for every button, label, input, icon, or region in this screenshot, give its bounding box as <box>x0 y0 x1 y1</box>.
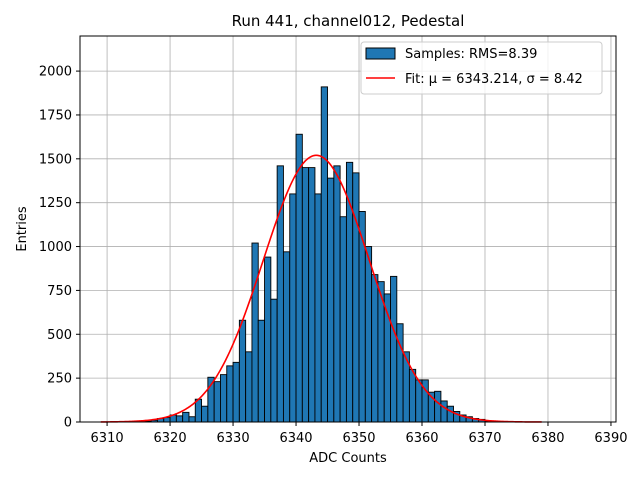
y-axis-ticks: 0 250 500 750 1000 1250 1500 1750 2000 <box>39 65 80 431</box>
y-tick-label: 750 <box>47 284 72 299</box>
y-tick-label: 1250 <box>39 196 72 211</box>
histogram-bar <box>440 400 448 423</box>
histogram-bar <box>194 398 203 423</box>
x-tick-label: 6390 <box>594 431 627 446</box>
histogram-bars <box>144 86 492 423</box>
histogram-bar <box>314 193 322 423</box>
legend-swatch-histogram <box>365 47 396 60</box>
x-tick-label: 6360 <box>405 431 438 446</box>
x-tick-label: 6380 <box>531 431 564 446</box>
legend: Samples: RMS=8.39 Fit: μ = 6343.214, σ =… <box>360 41 603 95</box>
histogram-bar <box>333 165 341 423</box>
gaussian-fit-curve <box>100 154 542 423</box>
x-tick-label: 6310 <box>91 431 124 446</box>
histogram-bar <box>213 381 221 423</box>
histogram-bar <box>238 319 247 423</box>
histogram-bar <box>446 405 454 423</box>
y-tick-label: 250 <box>47 372 72 387</box>
histogram-bar <box>352 172 360 423</box>
histogram-bar <box>295 133 303 423</box>
x-tick-label: 6320 <box>154 431 187 446</box>
histogram-bar <box>232 361 240 423</box>
histogram-bar <box>371 274 379 423</box>
histogram-bar <box>257 319 265 423</box>
histogram-bar <box>201 405 209 423</box>
x-tick-label: 6350 <box>342 431 375 446</box>
x-axis-ticks: 6310 6320 6330 6340 6350 6360 6370 6380 6390 <box>91 422 628 446</box>
histogram-bar <box>364 246 373 423</box>
chart-title: Run 441, channel012, Pedestal <box>232 12 465 30</box>
y-tick-label: 1750 <box>39 108 72 123</box>
histogram-bar <box>415 379 423 423</box>
x-tick-label: 6370 <box>468 431 501 446</box>
histogram-bar <box>434 390 442 423</box>
y-tick-label: 1500 <box>39 152 72 167</box>
plot-area-frame <box>79 35 617 423</box>
y-tick-label: 2000 <box>39 65 72 80</box>
histogram-bar <box>220 374 228 423</box>
histogram-bar <box>308 167 316 423</box>
histogram-bar <box>270 298 278 423</box>
histogram-bar <box>289 193 297 423</box>
y-tick-label: 0 <box>64 416 72 431</box>
histogram-bar <box>182 411 190 423</box>
histogram-bar <box>282 251 291 423</box>
histogram-bar <box>327 177 335 423</box>
histogram-bar <box>390 275 398 423</box>
histogram-bar <box>264 256 272 423</box>
legend-box <box>360 41 603 95</box>
x-tick-label: 6330 <box>217 431 250 446</box>
histogram-bar <box>339 216 347 423</box>
y-tick-label: 1000 <box>39 240 72 255</box>
legend-label-fit: Fit: μ = 6343.214, σ = 8.42 <box>405 72 583 87</box>
histogram-bar <box>226 365 234 423</box>
x-tick-label: 6340 <box>279 431 312 446</box>
histogram-bar <box>301 167 310 423</box>
histogram-bar <box>245 351 253 423</box>
x-axis-title: ADC Counts <box>309 451 387 466</box>
histogram-bar <box>408 368 417 423</box>
legend-label-histogram: Samples: RMS=8.39 <box>405 47 537 62</box>
y-axis-title: Entries <box>15 206 30 252</box>
histogram-bar <box>251 242 259 423</box>
fit-curve-layer <box>100 154 542 423</box>
histogram-bar <box>320 86 328 423</box>
y-tick-label: 500 <box>47 328 72 343</box>
histogram-bar <box>188 416 196 423</box>
histogram-bar <box>175 415 184 423</box>
